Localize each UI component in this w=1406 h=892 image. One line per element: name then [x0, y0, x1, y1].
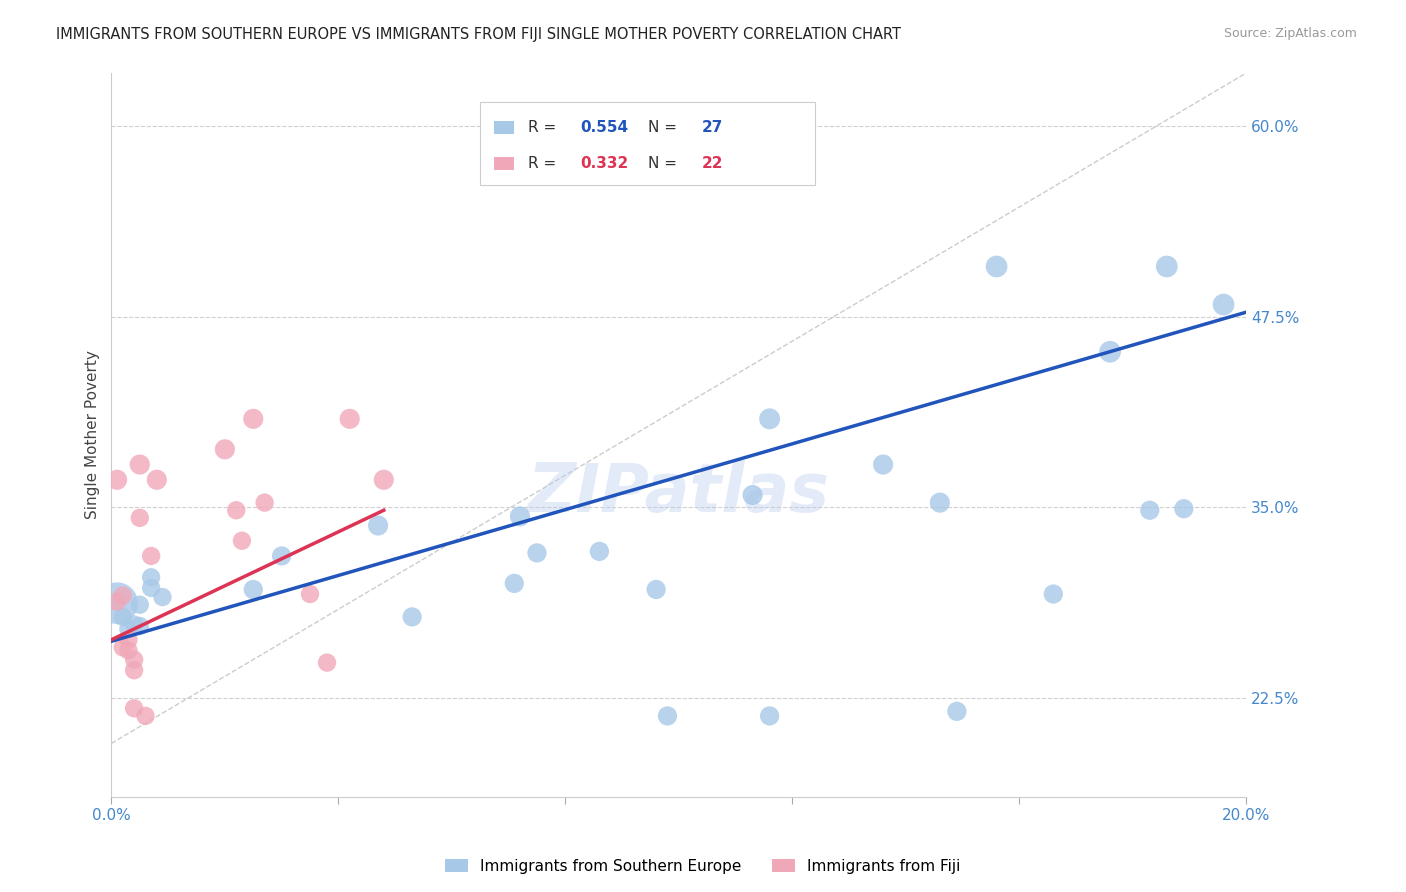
Point: [741, 488, 763, 502]
Point: [367, 518, 389, 533]
Point: [316, 656, 339, 670]
Point: [1173, 501, 1195, 516]
Point: [122, 617, 145, 632]
Bar: [494, 120, 515, 134]
Point: [1042, 587, 1064, 601]
Point: [146, 473, 169, 487]
Point: [128, 619, 150, 633]
Point: [242, 412, 264, 426]
Point: [105, 473, 128, 487]
Point: [588, 544, 610, 558]
Point: [111, 589, 134, 603]
Point: [872, 458, 894, 472]
Text: IMMIGRANTS FROM SOUTHERN EUROPE VS IMMIGRANTS FROM FIJI SINGLE MOTHER POVERTY CO: IMMIGRANTS FROM SOUTHERN EUROPE VS IMMIG…: [56, 27, 901, 42]
Point: [122, 663, 145, 677]
Point: [117, 622, 139, 636]
Point: [122, 701, 145, 715]
Text: Source: ZipAtlas.com: Source: ZipAtlas.com: [1223, 27, 1357, 40]
Point: [117, 632, 139, 647]
Point: [339, 412, 361, 426]
Point: [128, 511, 150, 525]
Text: 0.554: 0.554: [581, 120, 628, 135]
Point: [122, 652, 145, 666]
Point: [1099, 344, 1122, 359]
Point: [128, 458, 150, 472]
Point: [139, 570, 162, 584]
Legend: Immigrants from Southern Europe, Immigrants from Fiji: Immigrants from Southern Europe, Immigra…: [439, 853, 967, 880]
Point: [117, 643, 139, 657]
Point: [152, 590, 174, 604]
Point: [231, 533, 253, 548]
Point: [928, 495, 950, 509]
Text: 27: 27: [702, 120, 723, 135]
Point: [105, 595, 128, 609]
Point: [526, 546, 548, 560]
Point: [1139, 503, 1161, 517]
Text: R =: R =: [527, 120, 561, 135]
Text: N =: N =: [648, 120, 682, 135]
Point: [270, 549, 292, 563]
Point: [509, 509, 531, 524]
Point: [139, 581, 162, 595]
Point: [105, 596, 128, 610]
Point: [225, 503, 247, 517]
Point: [1212, 297, 1234, 311]
Text: ZIPatlas: ZIPatlas: [527, 459, 830, 525]
Point: [1156, 260, 1178, 274]
Point: [986, 260, 1008, 274]
Point: [657, 709, 679, 723]
Text: R =: R =: [527, 156, 561, 171]
Point: [503, 576, 526, 591]
Point: [298, 587, 321, 601]
Bar: [494, 157, 515, 170]
Point: [111, 610, 134, 624]
Point: [758, 412, 780, 426]
Text: 22: 22: [702, 156, 723, 171]
Point: [111, 640, 134, 655]
Point: [242, 582, 264, 597]
Point: [128, 598, 150, 612]
Point: [134, 709, 156, 723]
Text: 0.332: 0.332: [581, 156, 628, 171]
FancyBboxPatch shape: [481, 102, 815, 186]
Point: [139, 549, 162, 563]
Point: [253, 495, 276, 509]
Point: [373, 473, 395, 487]
Text: N =: N =: [648, 156, 682, 171]
Point: [645, 582, 668, 597]
Point: [214, 442, 236, 457]
Y-axis label: Single Mother Poverty: Single Mother Poverty: [86, 351, 100, 519]
Point: [946, 704, 969, 718]
Point: [758, 709, 780, 723]
Point: [401, 610, 423, 624]
